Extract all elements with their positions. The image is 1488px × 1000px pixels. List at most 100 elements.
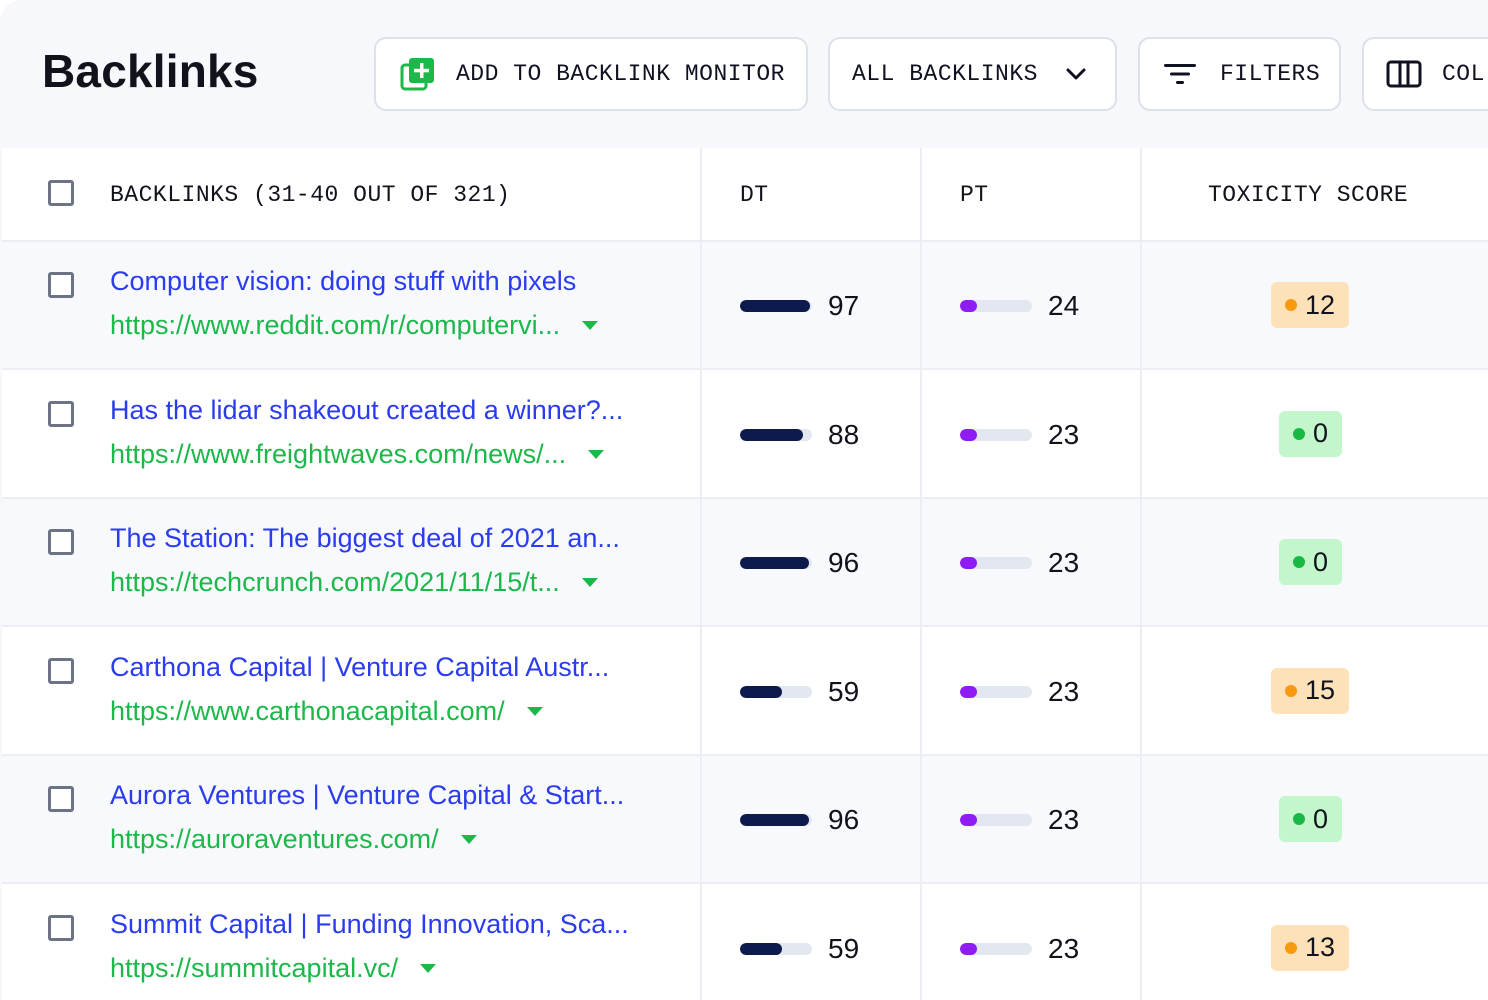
toxicity-dot xyxy=(1285,299,1297,311)
backlink-title-link[interactable]: Has the lidar shakeout created a winner?… xyxy=(110,394,624,425)
dt-metric: 88 xyxy=(740,418,860,450)
backlinks-column-header[interactable]: BACKLINKS (31-40 OUT OF 321) xyxy=(110,182,511,208)
backlink-url-link[interactable]: https://techcrunch.com/2021/11/15/t... xyxy=(110,567,598,598)
backlink-url-link[interactable]: https://summitcapital.vc/ xyxy=(110,952,437,984)
backlink-title-link[interactable]: The Station: The biggest deal of 2021 an… xyxy=(110,523,620,553)
pt-bar-fill xyxy=(960,557,977,569)
backlink-url-text[interactable]: https://auroraventures.com/ xyxy=(110,824,439,854)
pt-bar-fill xyxy=(960,814,977,826)
backlink-title-link[interactable]: Aurora Ventures | Venture Capital & Star… xyxy=(110,780,625,810)
dt-bar-fill xyxy=(740,557,810,569)
dt-bar xyxy=(740,557,812,569)
caret-down-icon[interactable] xyxy=(582,321,599,330)
toxicity-dot xyxy=(1285,941,1297,954)
dt-metric: 59 xyxy=(740,675,860,707)
row-checkbox[interactable] xyxy=(48,529,74,555)
pt-bar-fill xyxy=(960,300,978,312)
toxicity-score-badge: 13 xyxy=(1271,924,1350,971)
dt-bar xyxy=(740,300,812,312)
row-checkbox[interactable] xyxy=(48,272,74,298)
dt-bar xyxy=(740,814,812,826)
column-divider xyxy=(920,148,922,1000)
pt-column-header[interactable]: PT xyxy=(960,182,989,208)
dt-value: 97 xyxy=(828,290,860,321)
toxicity-score-badge: 15 xyxy=(1271,667,1350,714)
pt-bar xyxy=(960,428,1032,441)
dt-bar xyxy=(740,428,812,441)
toxicity-score-value: 13 xyxy=(1305,932,1336,962)
pt-value: 23 xyxy=(1048,804,1080,835)
table-row: Computer vision: doing stuff with pixels… xyxy=(2,242,1488,370)
dt-bar xyxy=(740,942,812,955)
toxicity-score-badge: 0 xyxy=(1279,410,1343,457)
filter-lines-icon xyxy=(1164,62,1196,86)
pt-bar xyxy=(960,942,1032,955)
dt-metric: 96 xyxy=(740,549,859,577)
pt-bar xyxy=(960,300,1032,312)
backlinks-filter-select-value: ALL BACKLINKS xyxy=(852,61,1038,87)
backlink-url-text[interactable]: https://www.carthonacapital.com/ xyxy=(110,695,505,726)
backlinks-table: BACKLINKS (31-40 OUT OF 321) DT PT TOXIC… xyxy=(2,148,1488,1000)
dt-value: 88 xyxy=(828,418,860,450)
toxicity-score-value: 15 xyxy=(1305,675,1336,705)
table-row: The Station: The biggest deal of 2021 an… xyxy=(2,499,1488,627)
columns-label: COL xyxy=(1442,61,1485,87)
row-checkbox[interactable] xyxy=(48,657,74,684)
caret-down-icon[interactable] xyxy=(581,578,598,587)
filters-button[interactable]: FILTERS xyxy=(1138,37,1341,111)
toxicity-score-value: 0 xyxy=(1313,418,1329,448)
caret-down-icon[interactable] xyxy=(526,706,543,716)
dt-value: 59 xyxy=(828,675,860,707)
toxicity-dot xyxy=(1293,556,1305,568)
dt-column-header[interactable]: DT xyxy=(740,182,769,208)
row-checkbox[interactable] xyxy=(48,914,74,941)
pt-metric: 23 xyxy=(960,549,1079,577)
pt-metric: 24 xyxy=(960,292,1079,320)
backlink-url-text[interactable]: https://techcrunch.com/2021/11/15/t... xyxy=(110,567,560,597)
table-row: Carthona Capital | Venture Capital Austr… xyxy=(2,628,1488,756)
backlink-url-text[interactable]: https://www.freightwaves.com/news/... xyxy=(110,438,567,469)
pt-bar xyxy=(960,814,1032,826)
pt-bar-fill xyxy=(960,428,977,441)
caret-down-icon[interactable] xyxy=(460,835,477,844)
dt-value: 96 xyxy=(828,804,860,835)
dt-bar-fill xyxy=(740,428,804,441)
backlink-url-link[interactable]: https://www.carthonacapital.com/ xyxy=(110,696,543,727)
toxicity-dot xyxy=(1293,427,1305,440)
toxicity-score-badge: 0 xyxy=(1279,796,1343,842)
row-checkbox[interactable] xyxy=(48,786,74,812)
backlink-url-link[interactable]: https://auroraventures.com/ xyxy=(110,824,477,855)
caret-down-icon[interactable] xyxy=(420,963,437,973)
caret-down-icon[interactable] xyxy=(588,449,605,459)
column-divider xyxy=(1140,148,1142,1000)
select-all-checkbox[interactable] xyxy=(48,180,74,206)
add-to-backlink-monitor-button[interactable]: ADD TO BACKLINK MONITOR xyxy=(374,37,808,111)
backlink-url-link[interactable]: https://www.freightwaves.com/news/... xyxy=(110,438,605,470)
dt-metric: 59 xyxy=(740,934,859,963)
table-row: Summit Capital | Funding Innovation, Sca… xyxy=(2,885,1488,1000)
backlink-title-link[interactable]: Carthona Capital | Venture Capital Austr… xyxy=(110,651,610,682)
table-row: Has the lidar shakeout created a winner?… xyxy=(2,371,1488,499)
backlink-url-link[interactable]: https://www.reddit.com/r/computervi... xyxy=(110,310,599,341)
page-title: Backlinks xyxy=(42,45,259,97)
row-checkbox[interactable] xyxy=(48,400,74,427)
dt-metric: 96 xyxy=(740,806,859,834)
pt-bar-fill xyxy=(960,942,977,955)
dt-metric: 97 xyxy=(740,292,859,320)
backlinks-filter-select[interactable]: ALL BACKLINKS xyxy=(828,37,1117,111)
columns-icon xyxy=(1386,60,1422,88)
toxicity-score-column-header[interactable]: TOXICITY SCORE xyxy=(1208,182,1409,208)
backlink-title-link[interactable]: Summit Capital | Funding Innovation, Sca… xyxy=(110,908,629,939)
backlink-url-text[interactable]: https://summitcapital.vc/ xyxy=(110,952,399,983)
pt-metric: 23 xyxy=(960,420,1079,449)
columns-button[interactable]: COL xyxy=(1362,37,1488,111)
column-divider xyxy=(700,148,702,1000)
backlink-title-link[interactable]: Computer vision: doing stuff with pixels xyxy=(110,266,577,296)
toxicity-score-value: 0 xyxy=(1313,546,1329,577)
add-to-backlink-monitor-label: ADD TO BACKLINK MONITOR xyxy=(456,61,785,87)
pt-value: 24 xyxy=(1048,290,1080,321)
backlink-url-text[interactable]: https://www.reddit.com/r/computervi... xyxy=(110,310,561,340)
table-header: BACKLINKS (31-40 OUT OF 321) DT PT TOXIC… xyxy=(2,148,1488,242)
pt-value: 23 xyxy=(1048,675,1080,707)
